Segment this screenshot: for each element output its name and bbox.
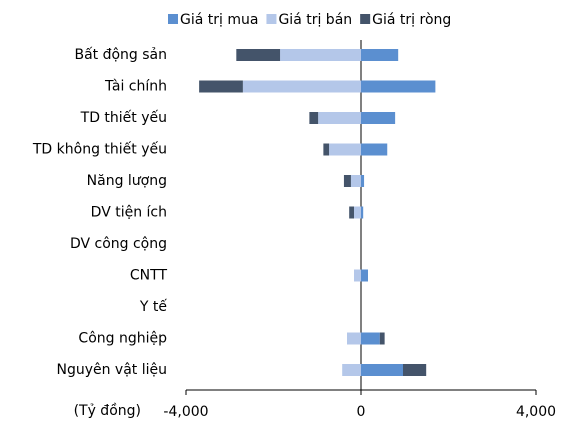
bar	[361, 112, 396, 124]
bar	[361, 206, 364, 219]
bar	[361, 80, 436, 93]
bar	[280, 49, 361, 61]
bar	[361, 269, 368, 282]
bar	[403, 364, 427, 376]
bar	[329, 143, 361, 156]
bar	[361, 175, 365, 187]
bar	[323, 143, 330, 156]
x-tick-label: 0	[357, 404, 366, 420]
bar	[318, 112, 361, 124]
bar	[309, 112, 319, 124]
bar	[379, 332, 385, 345]
y-tick-label: Y tế	[139, 298, 167, 315]
bar	[349, 206, 354, 219]
bar	[343, 175, 351, 187]
legend-swatch	[266, 14, 277, 24]
bar	[354, 206, 361, 219]
y-tick-label: CNTT	[130, 268, 168, 284]
x-tick-label: -4,000	[163, 404, 208, 420]
y-tick-label: Nguyên vật liệu	[56, 362, 167, 378]
y-tick-label: Công nghiệp	[78, 331, 167, 347]
bar	[361, 143, 388, 156]
legend-swatch	[168, 14, 178, 24]
y-tick-label: Năng lượng	[87, 173, 167, 189]
bar	[354, 269, 361, 282]
bar	[347, 332, 361, 345]
y-tick-label: DV tiện ích	[91, 205, 167, 221]
bar	[350, 175, 361, 187]
y-tick-label: Bất động sản	[74, 47, 167, 63]
y-tick-label: DV công cộng	[70, 236, 167, 252]
bar	[342, 364, 361, 376]
x-tick-label: 4,000	[516, 404, 556, 420]
bar	[361, 49, 399, 61]
y-tick-label: TD không thiết yếu	[32, 141, 167, 158]
bar	[236, 49, 281, 61]
bar	[242, 80, 361, 93]
x-axis-label: (Tỷ đồng)	[74, 402, 141, 419]
bar	[199, 80, 243, 93]
legend-label: Giá trị mua	[180, 12, 258, 28]
y-tick-label: Tài chính	[104, 79, 167, 95]
legend-swatch	[360, 14, 371, 24]
legend-label: Giá trị ròng	[372, 12, 451, 28]
bar	[361, 364, 403, 376]
y-tick-label: TD thiết yếu	[80, 109, 167, 126]
bar	[361, 332, 380, 345]
legend-label: Giá trị bán	[278, 12, 352, 28]
